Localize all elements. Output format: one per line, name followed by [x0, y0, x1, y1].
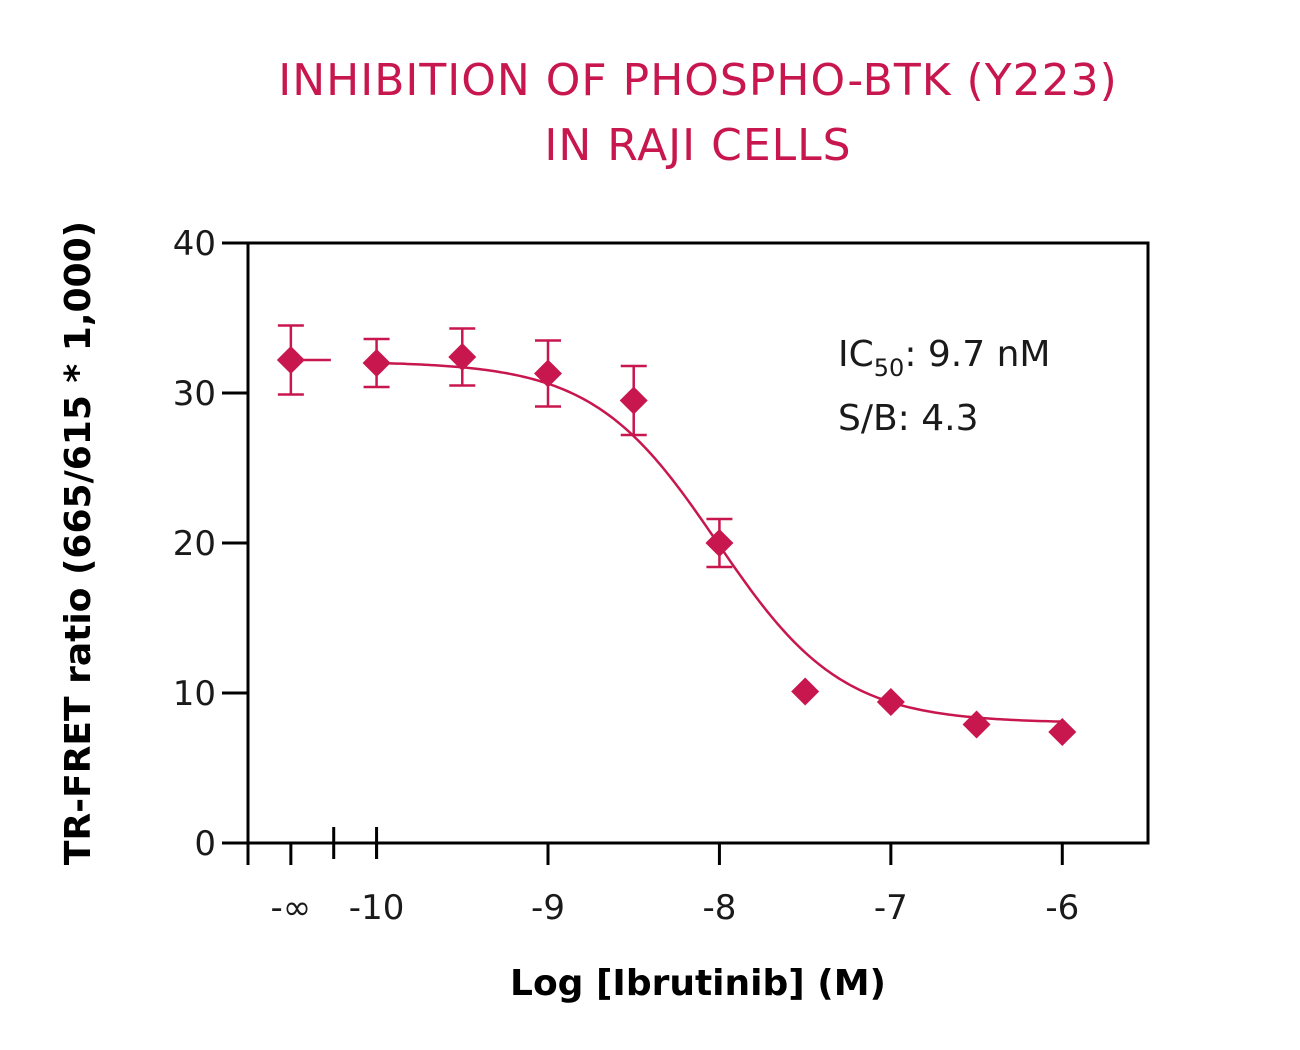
ic50-value: : 9.7 nM	[904, 334, 1050, 375]
diamond-marker	[791, 677, 820, 706]
data-point	[791, 677, 820, 706]
diamond-marker	[876, 688, 905, 716]
data-point	[619, 364, 648, 437]
data-point	[448, 327, 477, 387]
data-point	[534, 339, 562, 408]
y-tick-label: 0	[194, 824, 216, 864]
diamond-marker	[448, 343, 477, 371]
data-points	[276, 324, 1077, 746]
y-tick-label: 40	[173, 224, 216, 264]
x-tick-label: -9	[531, 888, 565, 928]
chart-subtitle: IN RAJI CELLS	[544, 120, 851, 171]
x-tick-label: -∞	[271, 888, 312, 928]
diamond-marker	[962, 710, 991, 739]
plot-frame	[246, 241, 1150, 845]
ic50-annotation: IC50: 9.7 nM	[838, 334, 1050, 382]
data-point	[876, 688, 905, 716]
x-tick-label: -10	[349, 888, 405, 928]
diamond-marker	[705, 529, 734, 557]
x-axis-title: Log [Ibrutinib] (M)	[510, 963, 886, 1004]
y-axis-title: TR-FRET ratio (665/615 * 1,000)	[58, 221, 99, 865]
data-point	[705, 517, 734, 569]
chart-title: INHIBITION OF PHOSPHO-BTK (Y223)	[278, 55, 1118, 106]
diamond-marker	[534, 359, 562, 388]
y-tick-label: 30	[173, 374, 216, 414]
x-tick-label: -6	[1045, 888, 1079, 928]
y-axis: 0 10 20 30 40	[173, 224, 248, 864]
y-tick-label: 10	[173, 674, 216, 714]
x-tick-label: -7	[874, 888, 908, 928]
data-point	[1048, 718, 1077, 746]
sb-annotation: S/B: 4.3	[838, 398, 979, 439]
ic50-subscript: 50	[874, 354, 905, 382]
diamond-marker	[362, 349, 391, 377]
ic50-prefix: IC	[838, 334, 874, 375]
diamond-marker	[619, 386, 648, 415]
data-point	[276, 324, 331, 396]
diamond-marker	[276, 346, 305, 374]
data-point	[962, 710, 991, 739]
x-tick-label: -8	[702, 888, 736, 928]
diamond-marker	[1048, 718, 1077, 746]
x-axis: -∞ -10 -9 -8 -7 -6	[246, 827, 1079, 928]
y-tick-label: 20	[173, 524, 216, 564]
data-point	[362, 337, 391, 389]
